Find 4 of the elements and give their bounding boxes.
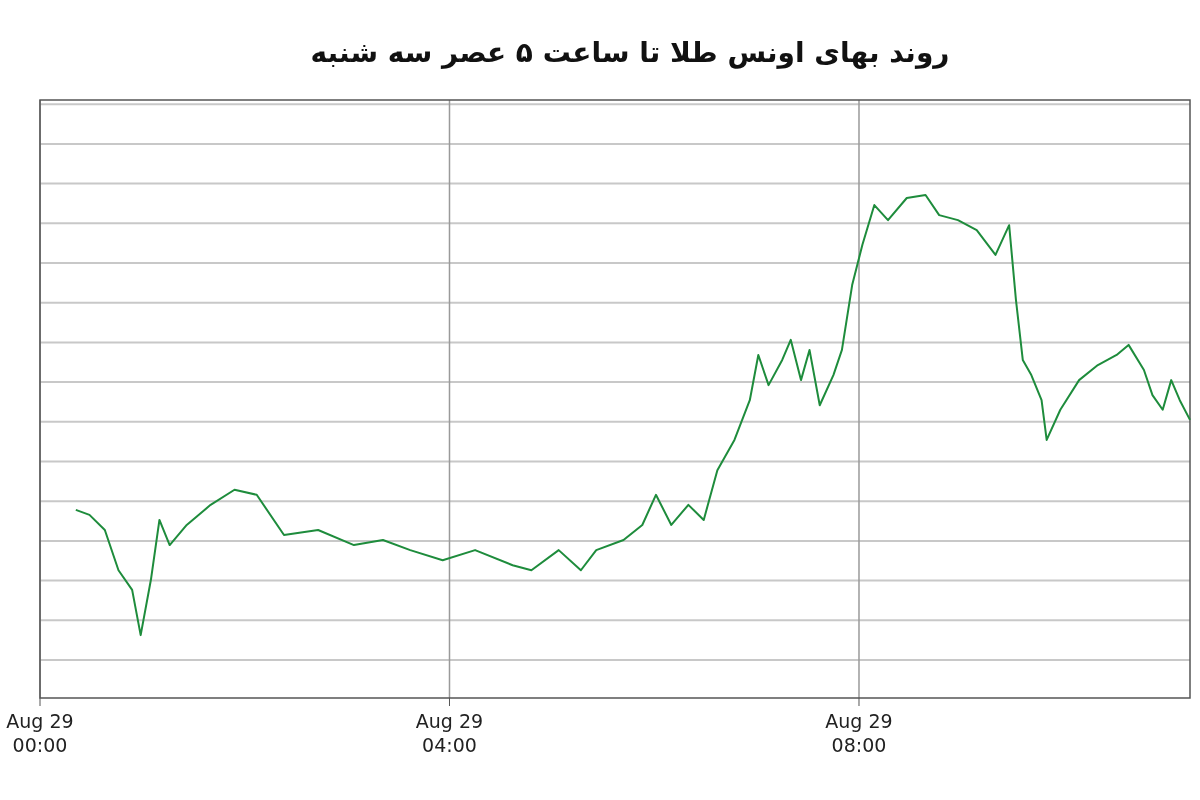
x-tick-label: Aug 29 04:00 xyxy=(415,710,484,756)
x-tick-label: Aug 29 00:00 xyxy=(6,710,74,756)
x-tick-label: Aug 29 08:00 xyxy=(825,710,893,756)
chart-title: روند بهای اونس طلا تا ساعت ۵ عصر سه شنبه xyxy=(310,36,950,69)
